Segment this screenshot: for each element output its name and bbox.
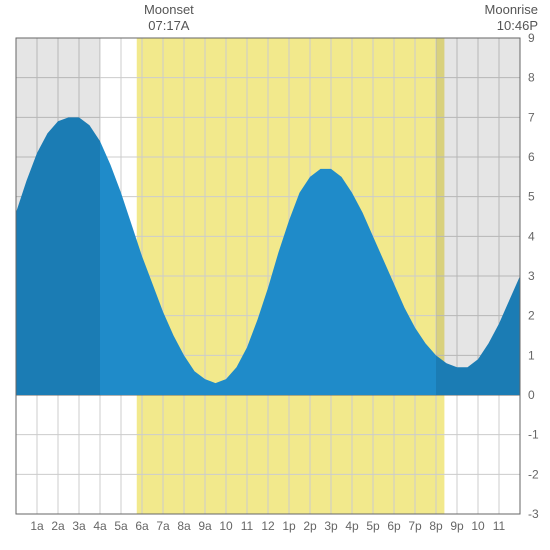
svg-text:7a: 7a (156, 519, 170, 533)
moonrise-time: 10:46P (485, 18, 538, 34)
svg-text:3a: 3a (72, 519, 86, 533)
svg-text:-2: -2 (528, 467, 539, 481)
svg-text:5p: 5p (366, 519, 380, 533)
tide-chart: Moonset 07:17A Moonrise 10:46P 1a2a3a4a5… (0, 0, 550, 550)
moonrise-title: Moonrise (485, 2, 538, 18)
svg-text:2a: 2a (51, 519, 65, 533)
svg-text:10: 10 (471, 519, 485, 533)
svg-text:7p: 7p (408, 519, 422, 533)
moonset-time: 07:17A (129, 18, 209, 34)
svg-text:-1: -1 (528, 428, 539, 442)
moonset-label: Moonset 07:17A (129, 2, 209, 33)
svg-text:4p: 4p (345, 519, 359, 533)
svg-text:12: 12 (261, 519, 275, 533)
svg-text:5a: 5a (114, 519, 128, 533)
svg-text:7: 7 (528, 110, 535, 124)
svg-text:4a: 4a (93, 519, 107, 533)
svg-text:8a: 8a (177, 519, 191, 533)
svg-text:2p: 2p (303, 519, 317, 533)
svg-text:-3: -3 (528, 507, 539, 521)
svg-text:8p: 8p (429, 519, 443, 533)
svg-text:6a: 6a (135, 519, 149, 533)
svg-text:3: 3 (528, 269, 535, 283)
svg-text:1p: 1p (282, 519, 296, 533)
svg-text:2: 2 (528, 309, 535, 323)
moonrise-label: Moonrise 10:46P (485, 2, 538, 33)
svg-text:6: 6 (528, 150, 535, 164)
svg-text:9p: 9p (450, 519, 464, 533)
svg-text:4: 4 (528, 229, 535, 243)
svg-text:3p: 3p (324, 519, 338, 533)
chart-plot: 1a2a3a4a5a6a7a8a9a1011121p2p3p4p5p6p7p8p… (0, 0, 550, 550)
svg-text:5: 5 (528, 190, 535, 204)
svg-text:6p: 6p (387, 519, 401, 533)
svg-text:9a: 9a (198, 519, 212, 533)
svg-text:8: 8 (528, 71, 535, 85)
svg-text:11: 11 (241, 519, 254, 533)
svg-text:10: 10 (219, 519, 233, 533)
svg-text:1a: 1a (30, 519, 44, 533)
moonset-title: Moonset (129, 2, 209, 18)
svg-text:11: 11 (493, 519, 506, 533)
svg-text:0: 0 (528, 388, 535, 402)
svg-text:1: 1 (528, 348, 535, 362)
